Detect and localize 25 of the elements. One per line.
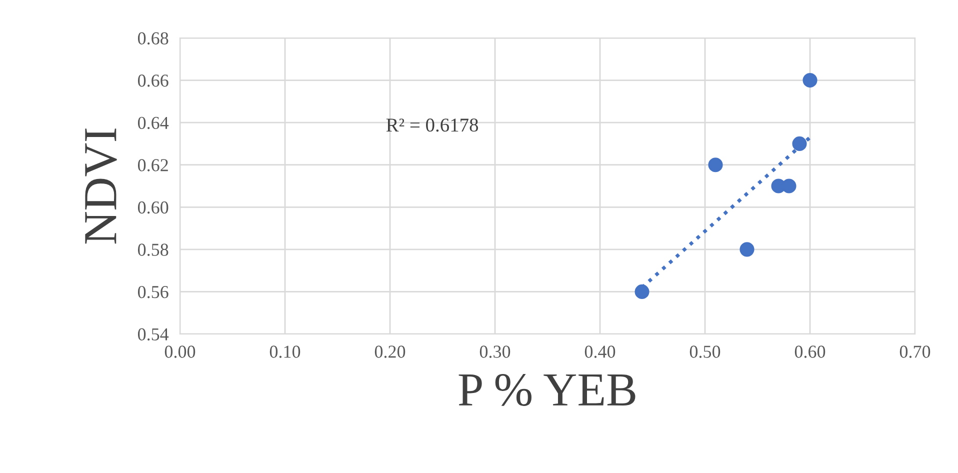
point: [782, 178, 796, 194]
x-tick-label: 0.60: [794, 346, 826, 358]
x-tick-label: 0.00: [164, 346, 196, 358]
x-tick-label: 0.50: [690, 346, 720, 358]
x-tick-label: 0.40: [584, 346, 616, 358]
y-tick-label: 0.56: [138, 286, 168, 298]
y-tick-label: 0.58: [138, 244, 168, 256]
y-tick-label: 0.54: [138, 328, 169, 341]
y-tick-label: 0.64: [138, 116, 169, 130]
point: [634, 284, 650, 299]
x-tick-label: 0.20: [374, 346, 406, 358]
x-tick-label: 0.70: [900, 346, 930, 358]
x-axis-title: P % YEB: [458, 374, 636, 406]
y-axis-title: NDVI: [85, 128, 117, 244]
x-tick-label: 0.30: [480, 346, 510, 358]
point: [708, 158, 723, 172]
annotation: R² = 0.6178: [386, 118, 478, 132]
point: [792, 136, 807, 151]
y-tick-label: 0.60: [138, 201, 168, 214]
point: [802, 73, 818, 88]
y-tick-label: 0.66: [138, 74, 168, 87]
y-tick-label: 0.62: [138, 159, 168, 172]
x-tick-label: 0.10: [270, 346, 300, 358]
point: [740, 242, 754, 257]
y-tick-label: 0.68: [138, 32, 168, 45]
